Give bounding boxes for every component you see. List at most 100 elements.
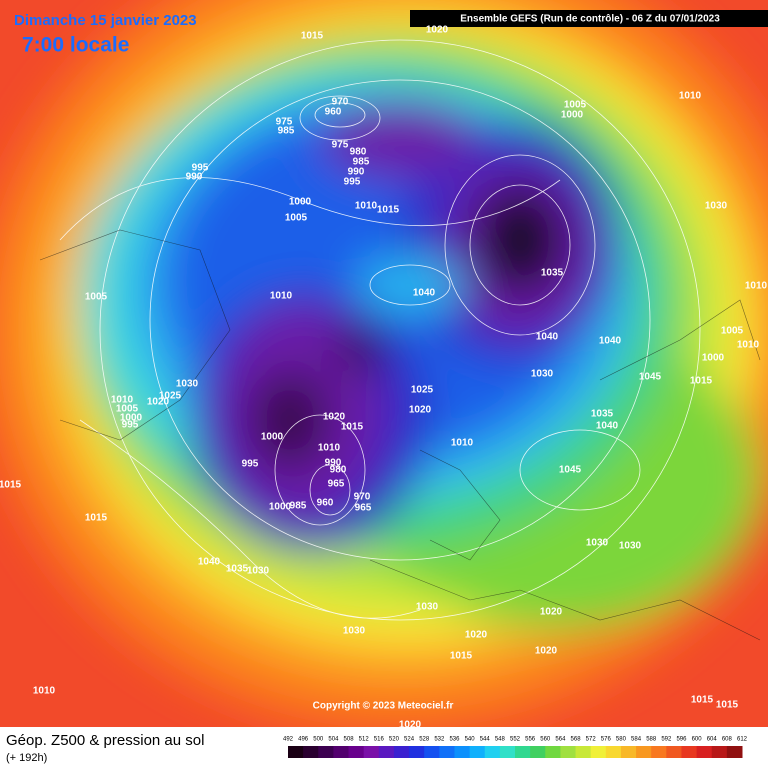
pressure-label: 965: [328, 479, 345, 490]
pressure-label: 1010: [318, 443, 341, 454]
geopotential-field: [0, 0, 768, 727]
colorbar-label: 532: [434, 737, 445, 743]
colorbar-swatch: [726, 746, 743, 758]
pressure-label: 960: [317, 498, 334, 509]
pressure-label: 995: [192, 163, 209, 174]
pressure-label: 1000: [561, 110, 584, 121]
colorbar-label: 604: [707, 737, 718, 743]
pressure-label: 1015: [377, 205, 400, 216]
colorbar-label: 612: [737, 737, 748, 743]
pressure-label: 1040: [198, 557, 221, 568]
colorbar-swatch: [515, 746, 531, 758]
pressure-label: 1030: [247, 566, 270, 577]
pressure-label: 1020: [426, 25, 449, 36]
pressure-label: 990: [348, 167, 365, 178]
colorbar-swatch: [545, 746, 561, 758]
pressure-label: 1020: [540, 607, 563, 618]
colorbar-label: 524: [404, 737, 415, 743]
pressure-label: 1045: [639, 372, 662, 383]
colorbar-label: 584: [631, 737, 642, 743]
pressure-label: 1005: [285, 213, 308, 224]
colorbar-label: 520: [389, 737, 400, 743]
colorbar-swatch: [469, 746, 486, 758]
pressure-label: 1010: [679, 91, 702, 102]
pressure-label: 1030: [586, 538, 609, 549]
pressure-label: 970: [354, 492, 371, 503]
pressure-label: 1040: [536, 332, 559, 343]
pressure-label: 1015: [716, 700, 739, 711]
pressure-label: 1020: [147, 397, 170, 408]
colorbar-swatch: [666, 746, 682, 758]
colorbar-swatch: [484, 746, 501, 758]
colorbar-label: 528: [419, 737, 430, 743]
pressure-label: 1030: [531, 369, 554, 380]
pressure-label: 985: [353, 157, 370, 168]
pressure-label: 1020: [465, 630, 488, 641]
colorbar-label: 596: [676, 737, 687, 743]
pressure-label: 1025: [159, 391, 182, 402]
colorbar-label: 516: [374, 737, 385, 743]
colorbar-label: 512: [359, 737, 370, 743]
pressure-labels: 1015102010051000101097096097598597598098…: [0, 25, 768, 731]
pressure-label: 1020: [399, 720, 422, 731]
colorbar-swatch: [393, 746, 410, 758]
pressure-label: 1010: [737, 340, 760, 351]
colorbar-label: 544: [480, 737, 491, 743]
pressure-label: 1030: [619, 541, 642, 552]
pressure-label: 1015: [690, 376, 713, 387]
colorbar-swatch: [681, 746, 698, 758]
pressure-label: 990: [186, 172, 203, 183]
pressure-label: 1030: [416, 602, 439, 613]
pressure-label: 1040: [413, 288, 436, 299]
pressure-label: 975: [332, 140, 349, 151]
colorbar-label: 588: [646, 737, 657, 743]
colorbar-swatch: [288, 746, 304, 758]
colorbar-swatch: [605, 746, 622, 758]
pressure-label: 980: [350, 147, 367, 158]
colorbar-label: 568: [571, 737, 582, 743]
colorbar-swatch: [439, 746, 455, 758]
colorbar-label: 496: [298, 737, 309, 743]
colorbar-label: 580: [616, 737, 627, 743]
pressure-label: 985: [278, 126, 295, 137]
pressure-label: 1010: [111, 395, 134, 406]
colorbar-label: 552: [510, 737, 521, 743]
pressure-label: 1035: [226, 564, 249, 575]
forecast-lead: (+ 192h): [6, 752, 47, 764]
colorbar-swatch: [620, 746, 637, 758]
pressure-label: 1005: [85, 292, 108, 303]
colorbar-swatch: [363, 746, 380, 758]
colorbar-swatch: [333, 746, 350, 758]
colorbar-label: 492: [283, 737, 294, 743]
pressure-label: 970: [332, 97, 349, 108]
colorbar-label: 560: [540, 737, 551, 743]
pressure-label: 1015: [0, 480, 22, 491]
pressure-label: 1015: [341, 422, 364, 433]
colorbar-label: 504: [328, 737, 339, 743]
pressure-label: 1035: [541, 268, 564, 279]
colorbar-swatch: [499, 746, 516, 758]
pressure-label: 1035: [591, 409, 614, 420]
pressure-label: 1010: [33, 686, 56, 697]
colorbar-label: 576: [601, 737, 612, 743]
colorbar-swatch: [409, 746, 425, 758]
pressure-label: 1010: [270, 291, 293, 302]
colorbar-label: 608: [722, 737, 733, 743]
pressure-label: 1020: [535, 646, 558, 657]
colorbar-label: 508: [344, 737, 355, 743]
pressure-label: 990: [325, 458, 342, 469]
colorbar-swatch: [575, 746, 592, 758]
pressure-label: 1000: [261, 432, 284, 443]
pressure-label: 1005: [564, 100, 587, 111]
pressure-label: 1010: [745, 281, 768, 292]
pressure-label: 1010: [355, 201, 378, 212]
pressure-label: 1015: [691, 695, 714, 706]
pressure-label: 1040: [596, 421, 619, 432]
pressure-label: 1015: [301, 31, 324, 42]
colorbar-label: 600: [692, 737, 703, 743]
time: 7:00 locale: [22, 34, 129, 57]
pressure-label: 1000: [702, 353, 725, 364]
pressure-label: 995: [344, 177, 361, 188]
isobars: [59, 39, 701, 621]
